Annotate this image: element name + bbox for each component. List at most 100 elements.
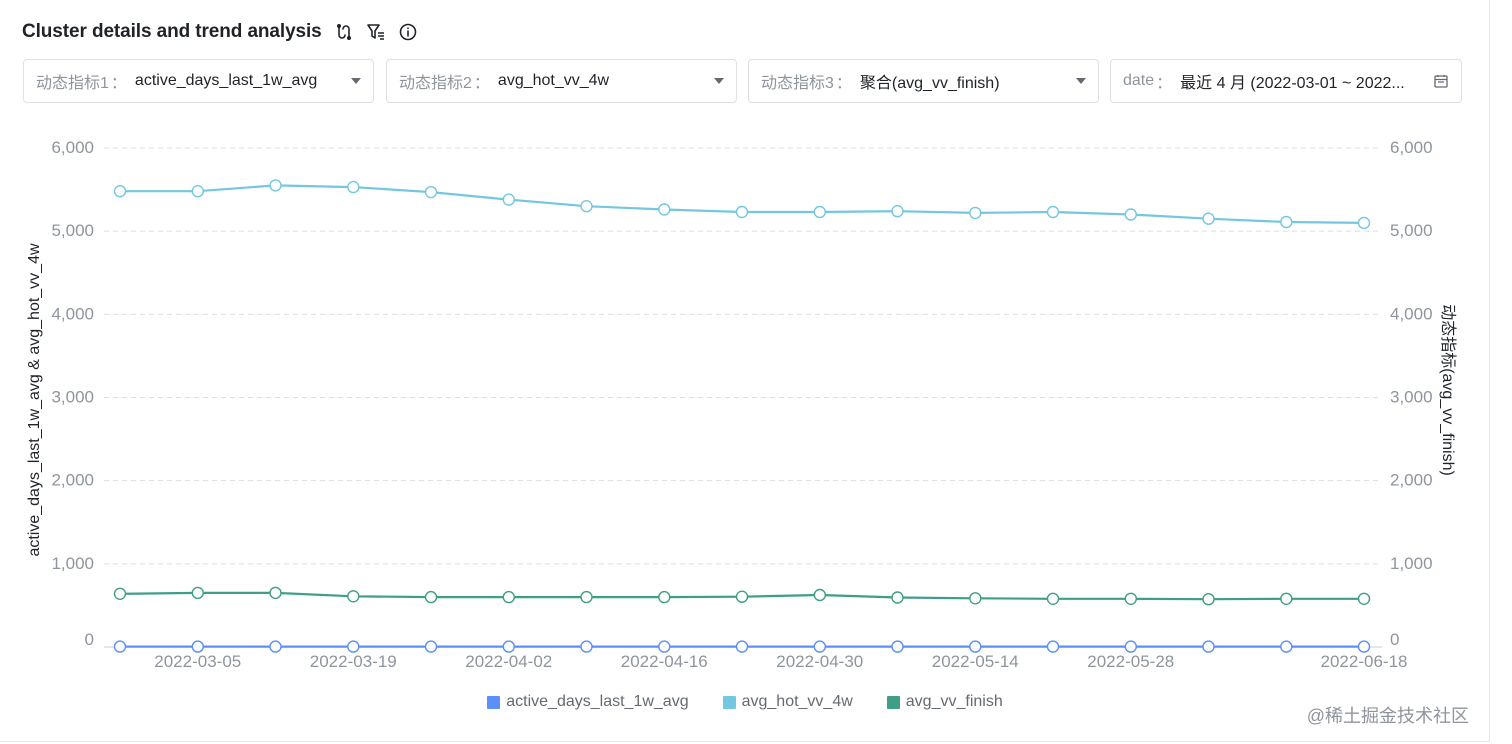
data-point-active_days_last_1w_avg xyxy=(1046,640,1060,653)
y-axis-title-right: 动态指标(avg_vv_finish) xyxy=(1439,304,1457,476)
metric3-label: 动态指标3 xyxy=(761,75,834,92)
x-tick-label: 2022-03-19 xyxy=(310,652,397,671)
data-point-avg_hot_vv_4w xyxy=(269,179,282,192)
metric1-label: 动态指标1 xyxy=(36,75,109,92)
x-tick-label: 2022-04-30 xyxy=(776,652,863,671)
data-point-active_days_last_1w_avg xyxy=(580,640,593,653)
chevron-down-icon xyxy=(714,78,724,84)
data-point-avg_hot_vv_4w xyxy=(113,184,127,198)
data-point-active_days_last_1w_avg xyxy=(113,640,127,653)
date-range-picker[interactable]: date ： 最近 4 月 (2022-03-01 ~ 2022... xyxy=(1110,59,1462,103)
data-point-avg_hot_vv_4w xyxy=(1124,208,1138,221)
data-point-avg_vv_finish xyxy=(502,590,515,604)
data-point-active_days_last_1w_avg xyxy=(1357,640,1371,653)
data-point-avg_vv_finish xyxy=(891,591,904,604)
data-point-avg_hot_vv_4w xyxy=(1202,212,1215,225)
data-point-avg_vv_finish xyxy=(735,590,749,603)
data-point-active_days_last_1w_avg xyxy=(658,640,671,653)
x-tick-label: 2022-05-14 xyxy=(932,652,1019,671)
y-tick-label-left: 3,000 xyxy=(51,388,94,407)
legend-swatch xyxy=(487,695,501,709)
chevron-down-icon xyxy=(1076,78,1086,84)
y-tick-label-right: 6,000 xyxy=(1390,138,1433,157)
metric2-label: 动态指标2 xyxy=(399,75,472,92)
data-point-active_days_last_1w_avg xyxy=(891,640,904,653)
data-point-avg_vv_finish xyxy=(191,586,205,600)
metric2-value: avg_hot_vv_4w xyxy=(497,72,610,89)
data-point-avg_vv_finish xyxy=(347,590,360,603)
legend-swatch xyxy=(886,695,900,709)
metric1-select[interactable]: 动态指标1 ： active_days_last_1w_avg xyxy=(23,59,374,103)
data-point-avg_hot_vv_4w xyxy=(1357,216,1371,230)
data-point-avg_vv_finish xyxy=(424,590,438,604)
x-tick-label: 2022-04-16 xyxy=(621,652,708,671)
x-tick-label: 2022-06-18 xyxy=(1321,652,1408,671)
data-point-avg_vv_finish xyxy=(813,588,826,602)
data-point-avg_vv_finish xyxy=(1046,592,1060,605)
legend-item-avg-hot-vv[interactable]: avg_hot_vv_4w xyxy=(722,693,853,711)
line-chart: 0 0 1,000 1,000 2,000 2,000 3,000 3,000 4,000 4,0… xyxy=(26,138,1457,671)
data-point-avg_hot_vv_4w xyxy=(658,203,671,216)
date-label: date xyxy=(1123,72,1155,89)
data-point-avg_vv_finish xyxy=(1280,592,1293,605)
data-point-avg_hot_vv_4w xyxy=(347,180,360,194)
metric1-separator: ： xyxy=(110,75,127,92)
data-point-active_days_last_1w_avg xyxy=(1280,640,1293,653)
metric2-separator: ： xyxy=(473,75,490,92)
y-tick-label-right: 5,000 xyxy=(1390,221,1433,240)
data-point-active_days_last_1w_avg xyxy=(502,640,515,653)
data-point-avg_hot_vv_4w xyxy=(735,205,749,219)
legend-swatch xyxy=(722,695,736,709)
y-tick-label-right: 0 xyxy=(1390,630,1399,649)
info-icon[interactable] xyxy=(398,22,418,42)
y-tick-label-right: 2,000 xyxy=(1390,471,1433,490)
data-point-active_days_last_1w_avg xyxy=(1202,640,1215,653)
data-point-avg_vv_finish xyxy=(969,592,982,605)
data-point-avg_hot_vv_4w xyxy=(1046,205,1060,219)
metric2-select[interactable]: 动态指标2 ： avg_hot_vv_4w xyxy=(386,59,737,103)
legend-label: active_days_last_1w_avg xyxy=(506,693,689,710)
data-point-avg_hot_vv_4w xyxy=(580,199,593,213)
data-point-active_days_last_1w_avg xyxy=(1124,640,1138,653)
data-point-avg_vv_finish xyxy=(658,590,671,604)
watermark-credit: @稀土掘金技术社区 xyxy=(1306,706,1469,726)
data-point-active_days_last_1w_avg xyxy=(813,640,826,653)
metric3-select[interactable]: 动态指标3 ： 聚合(avg_vv_finish) xyxy=(748,59,1099,103)
data-point-active_days_last_1w_avg xyxy=(424,640,438,653)
y-tick-label-left: 5,000 xyxy=(51,221,94,240)
swap-icon[interactable] xyxy=(334,22,354,42)
date-separator: ： xyxy=(1156,75,1173,92)
y-tick-label-left: 4,000 xyxy=(51,304,94,323)
legend-label: avg_vv_finish xyxy=(905,693,1003,710)
data-point-avg_hot_vv_4w xyxy=(191,184,205,198)
data-point-avg_hot_vv_4w xyxy=(1280,215,1293,229)
metric3-value: 聚合(avg_vv_finish) xyxy=(859,75,1000,92)
y-axis-title-left: active_days_last_1w_avg & avg_hot_vv_4w xyxy=(26,243,43,557)
y-tick-label-left: 0 xyxy=(85,630,94,649)
x-tick-label: 2022-03-05 xyxy=(154,652,241,671)
data-point-avg_vv_finish xyxy=(269,586,282,600)
y-tick-label-right: 3,000 xyxy=(1390,388,1433,407)
x-tick-label: 2022-04-02 xyxy=(465,652,552,671)
y-tick-label-right: 4,000 xyxy=(1390,304,1433,323)
data-point-avg_vv_finish xyxy=(1357,592,1371,605)
legend-item-avg-vv-finish[interactable]: avg_vv_finish xyxy=(886,693,1003,711)
data-point-avg_vv_finish xyxy=(1202,593,1215,606)
filter-list-icon[interactable] xyxy=(366,22,386,42)
x-tick-label: 2022-05-28 xyxy=(1087,652,1174,671)
data-point-active_days_last_1w_avg xyxy=(269,640,282,653)
chart-legend: active_days_last_1w_avg avg_hot_vv_4w av… xyxy=(0,693,1490,711)
y-tick-label-left: 6,000 xyxy=(51,138,94,157)
metric3-separator: ： xyxy=(835,75,852,92)
data-point-avg_vv_finish xyxy=(113,587,127,600)
data-point-avg_hot_vv_4w xyxy=(502,193,515,206)
data-point-avg_vv_finish xyxy=(1124,592,1138,605)
data-point-active_days_last_1w_avg xyxy=(969,640,982,653)
legend-item-active-days[interactable]: active_days_last_1w_avg xyxy=(487,693,689,711)
data-point-avg_hot_vv_4w xyxy=(813,205,826,219)
legend-label: avg_hot_vv_4w xyxy=(741,693,853,710)
date-value: 最近 4 月 (2022-03-01 ~ 2022... xyxy=(1180,75,1405,92)
y-tick-label-left: 2,000 xyxy=(51,471,94,490)
data-point-avg_hot_vv_4w xyxy=(424,185,438,199)
